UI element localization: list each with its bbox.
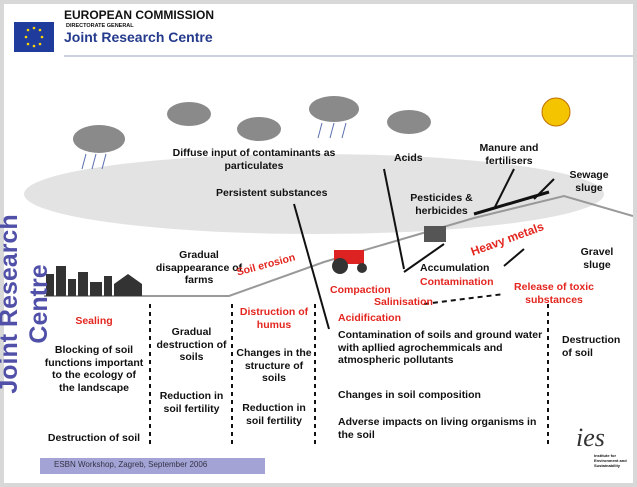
label: Acidification bbox=[338, 312, 401, 325]
footer: ESBN Workshop, Zagreb, September 2006 bbox=[54, 460, 207, 470]
org: EUROPEAN COMMISSION bbox=[64, 8, 214, 22]
column-item: Changes in soil composition bbox=[338, 389, 543, 402]
label: Compaction bbox=[330, 284, 391, 297]
city bbox=[46, 266, 142, 296]
column-item: Reduction in soil fertility bbox=[236, 402, 312, 427]
slide: EUROPEAN COMMISSION DIRECTORATE GENERAL … bbox=[4, 4, 633, 483]
page: EUROPEAN COMMISSION DIRECTORATE GENERAL … bbox=[0, 0, 637, 487]
column-item: Destruction of soil bbox=[562, 334, 632, 359]
label: Acids bbox=[394, 152, 423, 165]
column-item: Reduction in soil fertility bbox=[154, 390, 229, 415]
label: Sewage sluge bbox=[559, 169, 619, 194]
logo-mark: ies bbox=[576, 422, 605, 453]
label: Diffuse input of contaminants as particu… bbox=[154, 147, 354, 172]
sun bbox=[542, 98, 570, 126]
logo-caption: Institute for Environment and Sustainabi… bbox=[594, 454, 634, 468]
sprayer bbox=[424, 226, 446, 242]
column-title: Distruction of humus bbox=[236, 306, 312, 331]
column-item: Blocking of soil functions important to … bbox=[44, 344, 144, 394]
label: Salinisation bbox=[374, 296, 433, 309]
eu-flag bbox=[14, 22, 54, 52]
clouds bbox=[73, 96, 431, 153]
label: Gravel sluge bbox=[572, 246, 622, 271]
label: Manure and fertilisers bbox=[474, 142, 544, 167]
label: Release of toxic substances bbox=[509, 281, 599, 306]
label: Contamination bbox=[420, 276, 494, 289]
label: Accumulation bbox=[420, 262, 489, 275]
tractor bbox=[332, 250, 367, 274]
label: Gradual disappearance of farms bbox=[154, 249, 244, 287]
column-item: Gradual destruction of soils bbox=[154, 326, 229, 364]
label: Persistent substances bbox=[216, 187, 327, 200]
label: Pesticides & herbicides bbox=[409, 192, 474, 217]
centre: Joint Research Centre bbox=[64, 29, 213, 46]
illustration bbox=[4, 4, 633, 483]
column-title: Sealing bbox=[44, 315, 144, 328]
column-item: Changes in the structure of soils bbox=[236, 347, 312, 385]
column-item: Adverse impacts on living organisms in t… bbox=[338, 416, 543, 441]
column-item: Destruction of soil bbox=[44, 432, 144, 445]
column-item: Contamination of soils and ground water … bbox=[338, 329, 543, 367]
